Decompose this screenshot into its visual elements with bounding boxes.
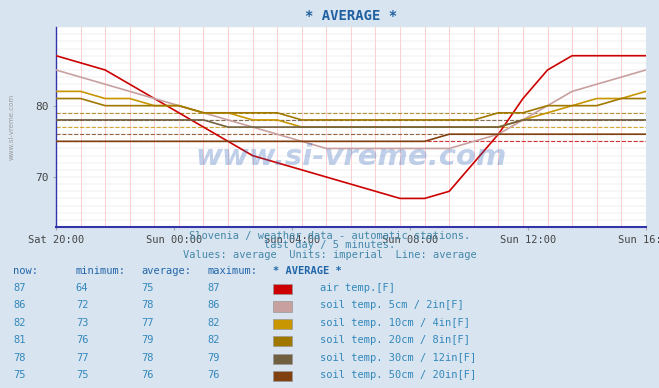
Text: 82: 82 bbox=[13, 318, 26, 328]
Text: soil temp. 20cm / 8in[F]: soil temp. 20cm / 8in[F] bbox=[320, 335, 470, 345]
Text: 79: 79 bbox=[142, 335, 154, 345]
Text: 79: 79 bbox=[208, 353, 220, 363]
Text: 75: 75 bbox=[76, 370, 88, 380]
Text: Slovenia / weather data - automatic stations.: Slovenia / weather data - automatic stat… bbox=[189, 230, 470, 241]
Text: 81: 81 bbox=[13, 335, 26, 345]
Text: 75: 75 bbox=[142, 283, 154, 293]
Text: www.si-vreme.com: www.si-vreme.com bbox=[195, 143, 507, 171]
Title: * AVERAGE *: * AVERAGE * bbox=[305, 9, 397, 23]
Text: maximum:: maximum: bbox=[208, 265, 258, 275]
Text: average:: average: bbox=[142, 265, 192, 275]
Text: 76: 76 bbox=[76, 335, 88, 345]
Text: Values: average  Units: imperial  Line: average: Values: average Units: imperial Line: av… bbox=[183, 250, 476, 260]
Text: 64: 64 bbox=[76, 283, 88, 293]
Text: * AVERAGE *: * AVERAGE * bbox=[273, 265, 342, 275]
Text: 87: 87 bbox=[208, 283, 220, 293]
Text: 76: 76 bbox=[208, 370, 220, 380]
Text: 73: 73 bbox=[76, 318, 88, 328]
Text: 77: 77 bbox=[142, 318, 154, 328]
Text: www.si-vreme.com: www.si-vreme.com bbox=[9, 94, 14, 160]
Text: soil temp. 5cm / 2in[F]: soil temp. 5cm / 2in[F] bbox=[320, 300, 463, 310]
Text: soil temp. 30cm / 12in[F]: soil temp. 30cm / 12in[F] bbox=[320, 353, 476, 363]
Text: 75: 75 bbox=[13, 370, 26, 380]
Text: 82: 82 bbox=[208, 335, 220, 345]
Text: last day / 5 minutes.: last day / 5 minutes. bbox=[264, 240, 395, 250]
Text: 78: 78 bbox=[142, 300, 154, 310]
Text: now:: now: bbox=[13, 265, 38, 275]
Text: 86: 86 bbox=[13, 300, 26, 310]
Text: 87: 87 bbox=[13, 283, 26, 293]
Text: 82: 82 bbox=[208, 318, 220, 328]
Text: soil temp. 50cm / 20in[F]: soil temp. 50cm / 20in[F] bbox=[320, 370, 476, 380]
Text: soil temp. 10cm / 4in[F]: soil temp. 10cm / 4in[F] bbox=[320, 318, 470, 328]
Text: 77: 77 bbox=[76, 353, 88, 363]
Text: air temp.[F]: air temp.[F] bbox=[320, 283, 395, 293]
Text: 86: 86 bbox=[208, 300, 220, 310]
Text: 78: 78 bbox=[13, 353, 26, 363]
Text: minimum:: minimum: bbox=[76, 265, 126, 275]
Text: 72: 72 bbox=[76, 300, 88, 310]
Text: 76: 76 bbox=[142, 370, 154, 380]
Text: 78: 78 bbox=[142, 353, 154, 363]
